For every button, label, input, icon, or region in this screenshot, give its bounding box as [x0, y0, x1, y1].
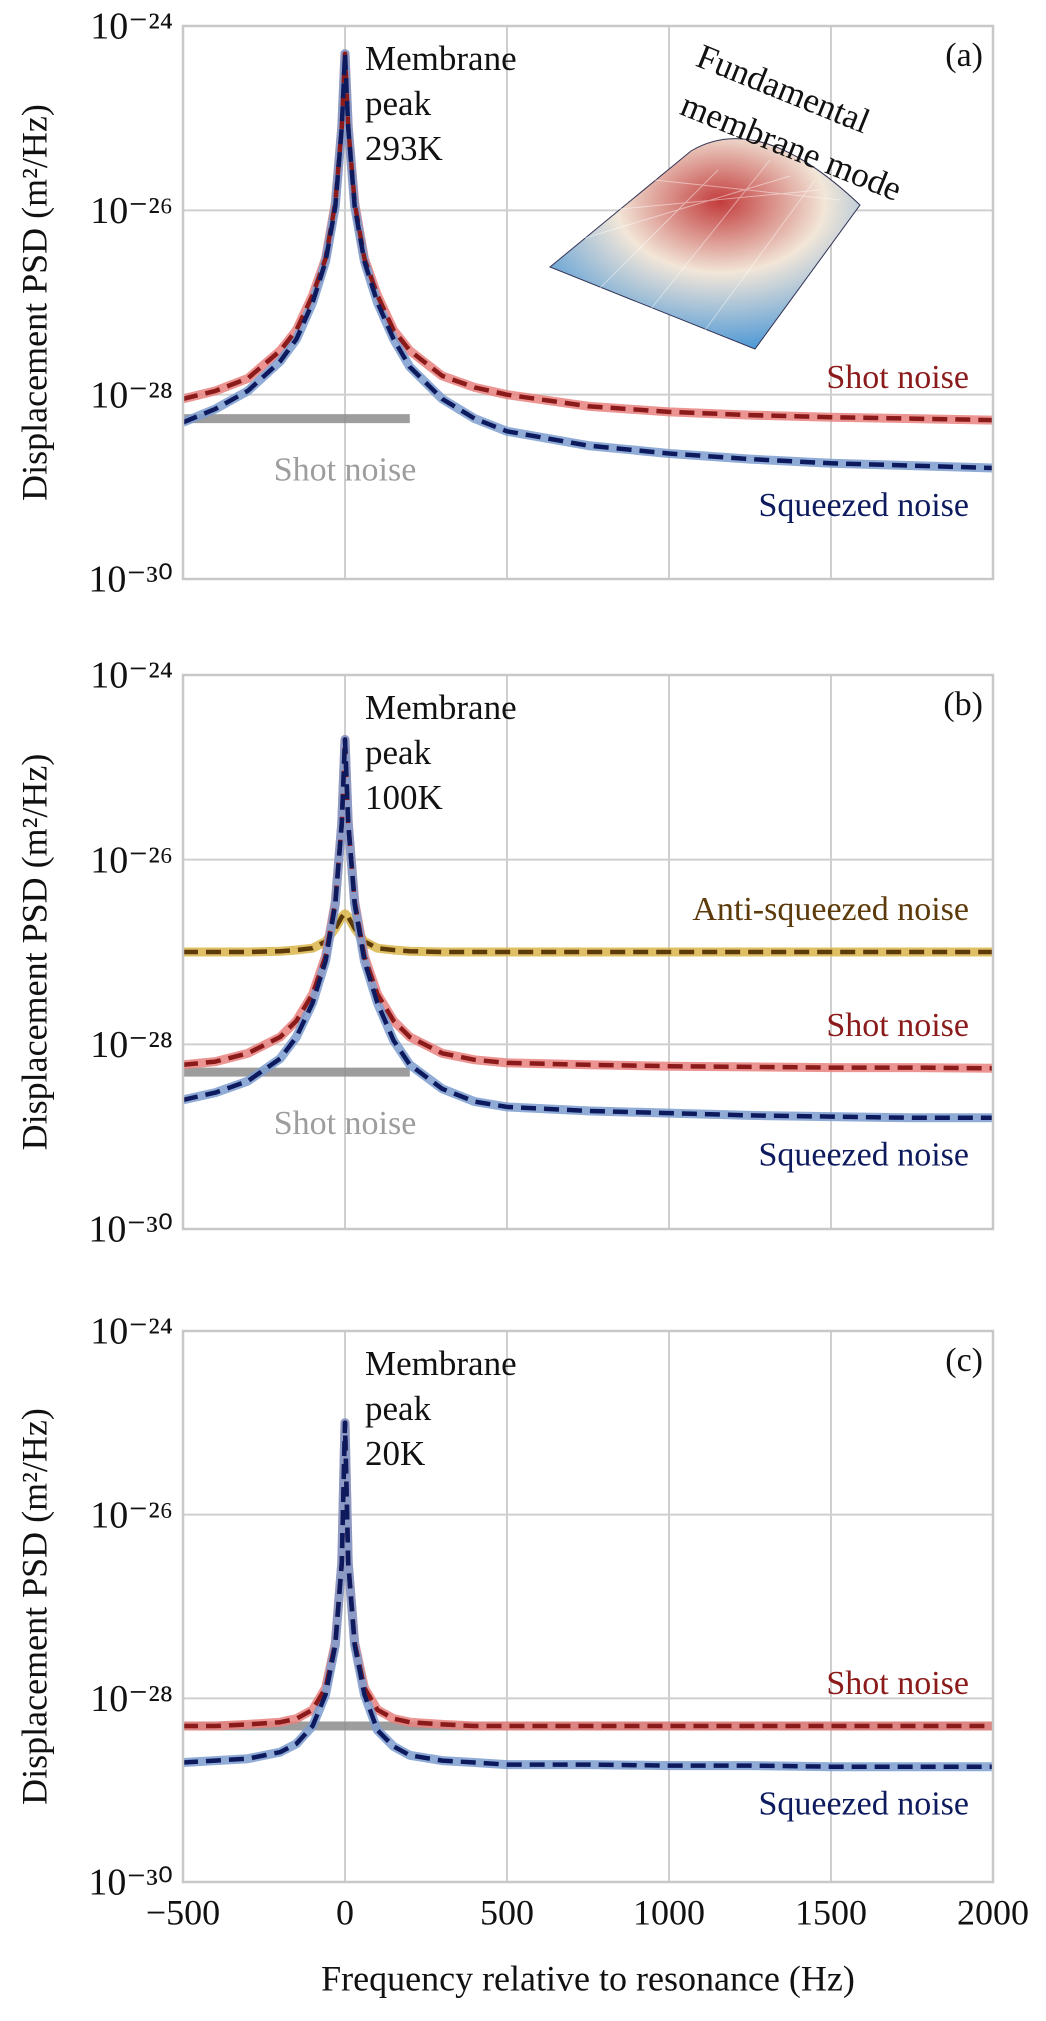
peak-annotation: Membrane — [365, 688, 517, 727]
x-tick-label: 1500 — [795, 1892, 867, 1932]
series-label: Squeezed noise — [758, 1786, 969, 1823]
fit-line — [183, 51, 993, 423]
membrane-surface — [549, 138, 861, 350]
y-axis-label: Displacement PSD (m²/Hz) — [14, 1408, 54, 1805]
peak-annotation: Membrane — [365, 1344, 517, 1383]
series-label: Anti-squeezed noise — [692, 891, 969, 928]
panel: 10⁻³⁰ 10⁻²⁸ 10⁻²⁶ 10⁻²⁴ Anti-squeezed noise S… — [14, 655, 995, 1251]
series-label: Shot noise — [274, 451, 417, 488]
fit-line — [183, 1420, 993, 1769]
series-label: Squeezed noise — [758, 487, 969, 524]
y-tick-label: 10⁻²⁴ — [90, 1311, 173, 1353]
y-tick-label: 10⁻²⁸ — [90, 1678, 173, 1720]
series-label: Squeezed noise — [758, 1137, 969, 1174]
y-tick-label: 10⁻²⁶ — [90, 1494, 173, 1536]
panel-label: (b) — [943, 686, 983, 723]
y-axis-label: Displacement PSD (m²/Hz) — [14, 754, 54, 1151]
panel: 10⁻³⁰ 10⁻²⁸ 10⁻²⁶ 10⁻²⁴ Shot noise Shot noise… — [14, 6, 995, 601]
y-tick-label: 10⁻²⁶ — [90, 839, 173, 881]
fit-line — [183, 737, 993, 1121]
panel-label: (c) — [945, 1342, 983, 1379]
plot-frame — [181, 1329, 995, 1884]
y-axis-label: Displacement PSD (m²/Hz) — [14, 104, 54, 501]
peak-annotation: peak — [365, 1389, 432, 1428]
x-tick-label: 2000 — [957, 1892, 1029, 1932]
series-label: Shot noise — [826, 1007, 969, 1044]
x-tick-label: 500 — [480, 1892, 534, 1932]
y-tick-label: 10⁻²⁸ — [90, 374, 173, 416]
x-tick-label: 0 — [336, 1892, 354, 1932]
series-label: Shot noise — [274, 1105, 417, 1142]
peak-annotation: 20K — [365, 1434, 425, 1473]
peak-annotation: peak — [365, 733, 432, 772]
y-tick-label: 10⁻³⁰ — [88, 559, 173, 601]
x-axis-label: Frequency relative to resonance (Hz) — [321, 1958, 855, 1998]
fit-line — [183, 51, 993, 471]
membrane-inset — [549, 138, 861, 350]
y-tick-label: 10⁻²⁴ — [90, 6, 173, 48]
peak-annotation: 100K — [365, 778, 443, 817]
y-tick-label: 10⁻³⁰ — [88, 1209, 173, 1251]
y-tick-label: 10⁻³⁰ — [88, 1862, 173, 1904]
panel: −500 0 500 1000 1500 2000 10⁻³⁰ 10⁻²⁸ 10⁻²⁶ 10⁻²⁴… — [14, 1311, 1029, 1999]
membrane-mesh — [584, 159, 841, 331]
series-label: Shot noise — [826, 359, 969, 396]
plot-frame — [181, 673, 995, 1231]
y-tick-label: 10⁻²⁴ — [90, 655, 173, 697]
peak-annotation: Membrane — [365, 39, 517, 78]
peak-annotation: peak — [365, 84, 432, 123]
series-label: Shot noise — [826, 1665, 969, 1702]
y-tick-label: 10⁻²⁸ — [90, 1024, 173, 1066]
y-tick-label: 10⁻²⁶ — [90, 190, 173, 232]
peak-annotation: 293K — [365, 129, 443, 168]
x-tick-label: −500 — [146, 1892, 220, 1932]
plot-frame — [181, 24, 995, 581]
x-tick-label: 1000 — [633, 1892, 705, 1932]
panel-label: (a) — [945, 37, 983, 74]
